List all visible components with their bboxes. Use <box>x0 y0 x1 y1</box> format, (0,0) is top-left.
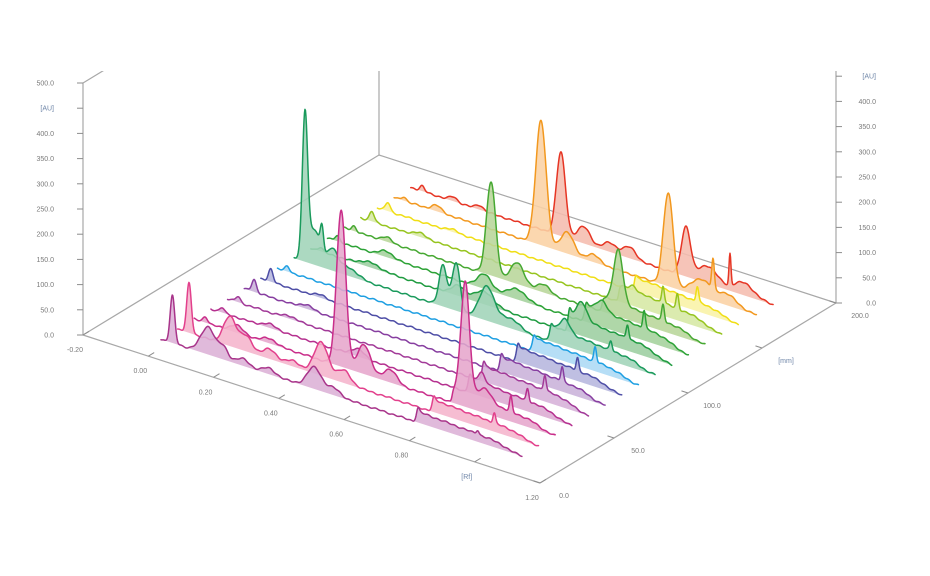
track-densitogram-line <box>210 307 573 427</box>
rf-tick-label: 0.40 <box>264 410 278 417</box>
rf-tick <box>474 457 481 463</box>
rf-tick <box>343 415 351 420</box>
track-area-fill <box>260 268 622 396</box>
rf-tick-label: -0.20 <box>67 347 83 354</box>
track-densitogram-line <box>293 108 656 376</box>
floor-back-edge-line <box>378 154 837 304</box>
axis-labels: 500.0 [AU] 400.0 350.0 300.0 250.0 200.0 150.0 1… <box>36 74 876 502</box>
track-5 <box>226 295 590 417</box>
track-series-group <box>160 108 774 458</box>
track-densitogram-line <box>176 281 540 447</box>
mm-tick <box>607 435 615 439</box>
track-densitogram-line <box>243 278 606 406</box>
track-1 <box>160 294 523 458</box>
rf-axis-line <box>82 334 541 484</box>
track-area-fill <box>394 120 757 315</box>
mm-tick-label: 0.0 <box>559 493 569 500</box>
right-au-tick-label: 0.0 <box>866 301 876 308</box>
track-13 <box>360 210 723 335</box>
mm-tick <box>681 390 689 394</box>
rf-tick <box>409 436 416 442</box>
track-densitogram-line <box>326 234 690 356</box>
rf-tick-label: 0.20 <box>199 389 213 396</box>
right-au-unit-label: [AU] <box>862 74 876 81</box>
right-au-tick-label: 200.0 <box>858 200 876 207</box>
rf-tick-label: 0.00 <box>133 368 147 375</box>
track-area-fill <box>244 279 606 406</box>
track-15 <box>393 119 758 316</box>
track-area-fill <box>160 295 523 457</box>
mm-tick-label: 200.0 <box>851 313 869 320</box>
track-area-fill <box>360 211 722 335</box>
track-area-fill <box>194 210 556 436</box>
track-densitogram-line <box>360 210 723 335</box>
track-densitogram-line <box>393 119 758 316</box>
mm-tick-label: 100.0 <box>703 403 721 410</box>
floor-left-edge-line <box>82 154 380 336</box>
right-au-tick-label: 100.0 <box>858 250 876 257</box>
left-au-unit-label: [AU] <box>40 106 54 113</box>
rf-tick <box>213 373 220 378</box>
track-9 <box>293 108 656 376</box>
mm-unit-label: [mm] <box>778 358 794 365</box>
track-densitogram-line <box>226 295 590 417</box>
top-left-edge-line <box>82 71 104 84</box>
rf-unit-label: [Rf] <box>461 474 472 481</box>
mm-tick <box>533 480 541 484</box>
mm-tick <box>755 345 763 349</box>
track-densitogram-line <box>193 209 556 436</box>
track-2 <box>176 281 540 447</box>
left-au-tick-label: 250.0 <box>36 207 54 214</box>
left-au-tick-label: 400.0 <box>36 131 54 138</box>
left-au-tick-label: 300.0 <box>36 181 54 188</box>
track-densitogram-line <box>160 294 523 458</box>
left-au-tick-label: 350.0 <box>36 156 54 163</box>
track-area-fill <box>177 282 539 447</box>
track-7 <box>260 267 623 396</box>
track-6 <box>243 278 606 406</box>
rf-tick <box>278 394 286 399</box>
right-au-tick-label: 300.0 <box>858 149 876 156</box>
right-au-tick-label: 350.0 <box>858 124 876 131</box>
track-area-fill <box>277 265 639 386</box>
mm-tick-label: 50.0 <box>631 448 645 455</box>
right-au-tick-label: 400.0 <box>858 99 876 106</box>
track-area-fill <box>377 202 739 325</box>
track-12 <box>343 181 706 345</box>
track-3 <box>193 209 556 436</box>
track-densitogram-line <box>260 267 623 396</box>
rf-tick-label: 1.20 <box>525 495 539 502</box>
left-au-tick-label: 500.0 <box>36 81 54 88</box>
right-au-tick-label: 50.0 <box>862 275 876 282</box>
rf-tick <box>539 478 547 484</box>
track-area-fill <box>410 151 774 305</box>
rf-tick-label: 0.80 <box>395 453 409 460</box>
right-au-tick-label: 150.0 <box>858 225 876 232</box>
left-au-tick-label: 100.0 <box>36 282 54 289</box>
left-au-tick-label: 200.0 <box>36 232 54 239</box>
rf-tick-label: 0.60 <box>329 432 343 439</box>
left-au-tick-label: 50.0 <box>40 307 54 314</box>
track-area-fill <box>344 182 706 345</box>
rf-tick <box>148 352 155 357</box>
left-au-tick-label: 0.0 <box>44 333 54 340</box>
left-au-tick-label: 150.0 <box>36 257 54 264</box>
axis-box-front <box>77 75 842 484</box>
rf-tick <box>82 330 90 336</box>
right-au-tick-label: 250.0 <box>858 175 876 182</box>
track-area-fill <box>227 296 589 416</box>
mm-tick <box>829 300 837 304</box>
